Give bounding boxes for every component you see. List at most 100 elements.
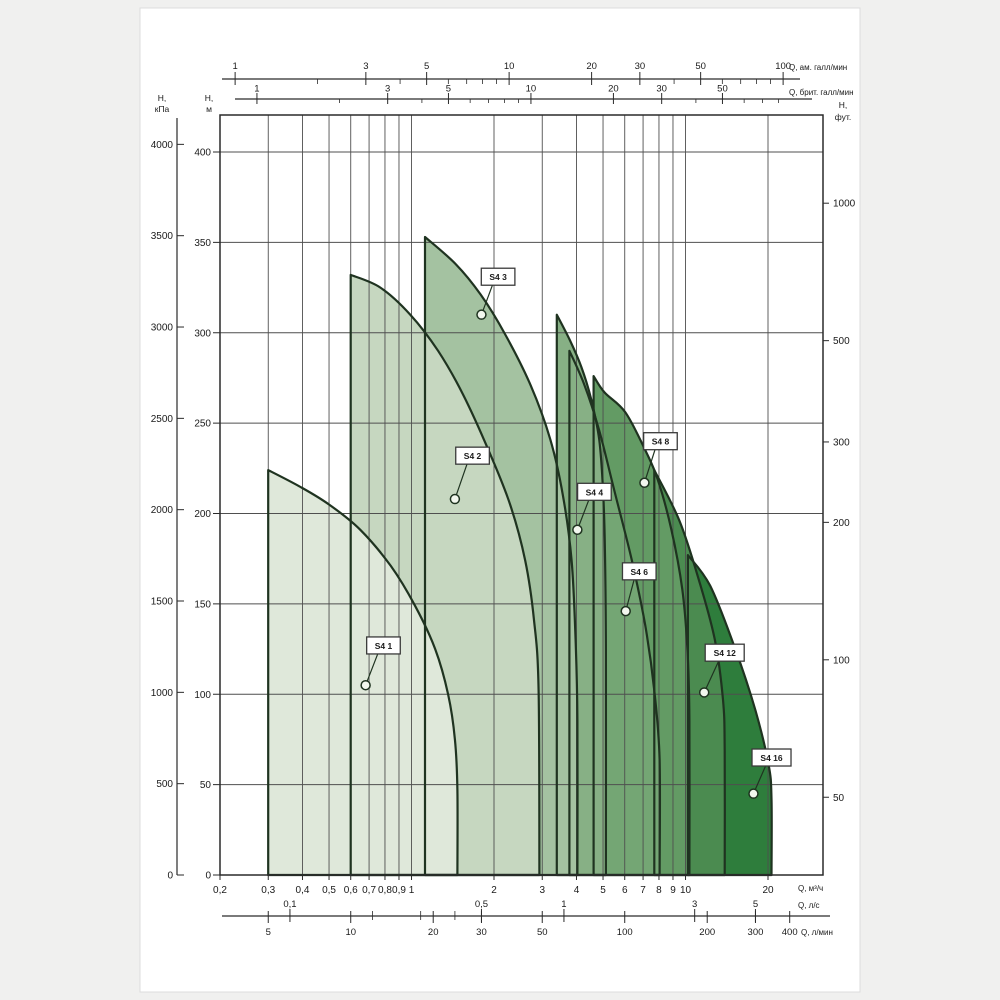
pump-label-box-s4-4[interactable] [576,482,612,501]
envelope-curve-s4-1 [267,469,459,877]
pump-label-box-s4-2[interactable] [455,446,490,465]
curve-point-dot-s4-8 [639,477,650,489]
us-gpm-tick-label: 100 [775,61,791,72]
pump-label-box-s4-12[interactable] [704,643,745,662]
y-axis-m-tick-label: 50 [200,780,212,791]
callout-leader-s4-2 [454,459,470,500]
x-axis-tick-label: 0,4 [296,885,310,896]
y-axis-m-tick-label: 100 [194,690,211,701]
pump-label-box-s4-16[interactable] [751,748,792,767]
pump-label-s4-2: S4 2 [464,451,482,461]
axis-unit-m3h: Q, м³/ч [798,884,823,893]
pump-label-s4-1: S4 1 [375,641,393,651]
us-gpm-tick-label: 50 [695,61,706,72]
pump-label-box-s4-8[interactable] [642,432,678,451]
lmin-tick-label: 5 [266,927,271,938]
y-axis-ft-tick-label: 500 [833,336,850,347]
pump-label-box-s4-6[interactable] [621,562,657,581]
ls-tick-label: 5 [753,899,758,910]
axis-header-ft-2: фут. [835,112,851,122]
x-axis-tick-label: 0,8 [378,885,392,896]
lmin-tick-label: 20 [428,927,439,938]
callout-leader-s4-6 [625,575,636,612]
axis-header-kpa-1: H, [158,93,167,103]
callout-leader-s4-4 [576,495,591,530]
y-axis-m-tick-label: 150 [194,599,211,610]
y-axis-kpa-tick-label: 1000 [151,688,174,699]
y-axis-kpa-tick-label: 500 [156,779,173,790]
pump-label-s4-16: S4 16 [760,753,782,763]
axis-unit-ls: Q, л/с [798,901,820,910]
pump-label-s4-12: S4 12 [714,648,736,658]
y-axis-ft-tick-label: 100 [833,655,850,666]
y-axis-ft-tick-label: 300 [833,437,850,448]
callout-leader-s4-12 [703,656,722,693]
y-axis-kpa-tick-label: 4000 [151,140,174,151]
pump-label-s4-4: S4 4 [586,487,604,497]
y-axis-kpa-tick-label: 2000 [151,505,174,516]
y-axis-kpa-tick-label: 2500 [151,414,174,425]
axis-header-ft-1: H, [839,100,848,110]
us-gpm-tick-label: 5 [424,61,429,72]
pump-label-s4-6: S4 6 [631,567,649,577]
x-axis-tick-label: 3 [539,885,545,896]
us-gpm-tick-label: 20 [586,61,597,72]
imp-gpm-tick-label: 30 [656,84,667,95]
ls-tick-label: 1 [561,899,566,910]
envelope-curve-s4-4 [555,313,608,877]
pump-label-box-s4-3[interactable] [480,267,516,286]
x-axis-tick-label: 10 [680,885,692,896]
imp-gpm-tick-label: 3 [385,84,390,95]
axis-unit-us-gpm: Q, ам. галл/мин [789,63,847,72]
pump-label-s4-3: S4 3 [489,272,507,282]
ls-tick-label: 3 [692,899,697,910]
x-axis-tick-label: 0,5 [322,885,336,896]
y-axis-ft-tick-label: 200 [833,518,850,529]
x-axis-tick-label: 7 [640,885,646,896]
pump-label-s4-8: S4 8 [652,437,670,447]
y-axis-m-tick-label: 300 [194,328,211,339]
us-gpm-tick-label: 1 [232,61,237,72]
callout-leader-s4-1 [365,649,381,686]
curve-point-dot-s4-3 [476,309,487,320]
lmin-tick-label: 30 [476,927,487,938]
us-gpm-tick-label: 3 [363,61,368,72]
imp-gpm-tick-label: 5 [446,84,451,95]
lmin-tick-label: 10 [345,927,356,938]
axis-unit-imp-gpm: Q, брит. галл/мин [789,88,854,97]
curve-point-dot-s4-4 [572,524,583,536]
imp-gpm-tick-label: 1 [254,84,259,95]
x-axis-tick-label: 1 [409,885,415,896]
y-axis-m-tick-label: 400 [194,148,211,159]
lmin-tick-label: 50 [537,927,548,938]
x-axis-tick-label: 6 [622,885,628,896]
y-axis-ft-tick-label: 50 [833,793,845,804]
x-axis-tick-label: 0,6 [344,885,358,896]
callout-leader-s4-8 [643,445,658,483]
x-axis-tick-label: 5 [600,885,606,896]
y-axis-ft-tick-label: 1000 [833,199,856,210]
pump-label-box-s4-1[interactable] [366,636,401,655]
callout-leader-s4-3 [480,280,495,315]
envelope-curve-s4-16 [686,554,773,877]
plot-frame [219,114,824,876]
axis-header-kpa-2: кПа [155,104,170,114]
axis-header-m-1: H, [205,93,214,103]
lmin-tick-label: 100 [617,927,633,938]
x-axis-tick-label: 0,3 [261,885,275,896]
y-axis-kpa-tick-label: 1500 [151,597,174,608]
us-gpm-tick-label: 10 [504,61,515,72]
imp-gpm-tick-label: 50 [717,84,728,95]
x-axis-tick-label: 9 [670,885,676,896]
curve-point-dot-s4-6 [620,605,631,617]
x-axis-tick-label: 0,7 [362,885,376,896]
ls-tick-label: 0,1 [283,899,296,910]
envelope-curve-s4-8 [592,375,691,877]
lmin-tick-label: 400 [782,927,798,938]
x-axis-tick-label: 4 [574,885,580,896]
y-axis-kpa-tick-label: 0 [167,871,173,882]
axis-header-m-2: м [206,104,212,114]
envelope-curve-s4-2 [349,273,541,877]
